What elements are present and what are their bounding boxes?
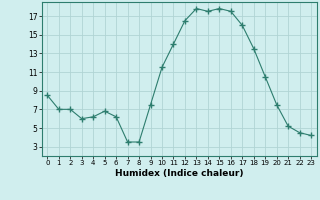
X-axis label: Humidex (Indice chaleur): Humidex (Indice chaleur) bbox=[115, 169, 244, 178]
